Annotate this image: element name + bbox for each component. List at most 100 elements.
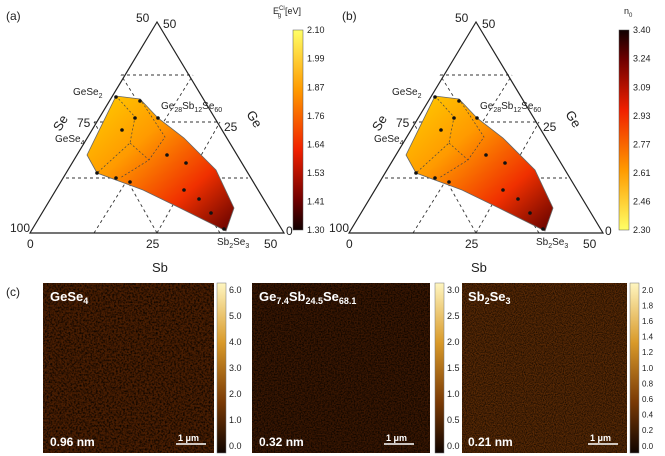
point bbox=[484, 153, 488, 157]
tick-apex-left: 50 bbox=[455, 11, 469, 25]
tick-left-corner: 100 bbox=[329, 221, 349, 235]
roughness-gese4: 0.96 nm bbox=[50, 435, 95, 449]
colorbar-tick-label: 2.5 bbox=[447, 311, 460, 321]
axis-label-sb: Sb bbox=[471, 260, 487, 275]
colorbar-tick-label: 2.77 bbox=[633, 139, 651, 149]
label-gese2: GeSe2 bbox=[392, 87, 422, 100]
afm-colorbar-ticks: 6.0 5.0 4.0 3.0 2.0 1.0 0.0 bbox=[229, 285, 242, 451]
colorbar-tick-label: 1.0 bbox=[447, 389, 460, 399]
tick-right-corner: 0 bbox=[605, 224, 612, 238]
point bbox=[528, 211, 532, 215]
point bbox=[114, 176, 118, 180]
colorbar-tick-label: 0.6 bbox=[642, 395, 654, 404]
tick-bottom-right: 50 bbox=[583, 237, 597, 251]
roughness-sb2se3: 0.21 nm bbox=[468, 435, 513, 449]
tick-bottom-right: 50 bbox=[264, 237, 278, 251]
colorbar-tick-label: 1.5 bbox=[447, 363, 460, 373]
point-gese4 bbox=[414, 171, 418, 175]
tick-bottom-left: 0 bbox=[346, 237, 353, 251]
point bbox=[501, 188, 505, 192]
axis-label-se: Se bbox=[369, 112, 390, 133]
point-sb2se3 bbox=[541, 227, 545, 231]
tick-left-mid: 75 bbox=[396, 116, 410, 130]
colorbar-tick-label: 1.0 bbox=[642, 364, 654, 373]
colorbar-tick-label: 0.8 bbox=[642, 379, 654, 388]
colorbar-tick-label: 3.0 bbox=[447, 285, 460, 295]
composition-points bbox=[414, 95, 545, 231]
composition-points bbox=[95, 95, 226, 231]
afm-image-gese4: GeSe4 0.96 nm 1 μm 6.0 5.0 4.0 3.0 2.0 1.0 0.0 bbox=[43, 282, 242, 454]
afm-title-gese4: GeSe4 bbox=[50, 289, 88, 306]
point bbox=[133, 116, 137, 120]
colorbar-tick-label: 1.99 bbox=[307, 54, 325, 64]
tick-apex-right: 50 bbox=[482, 17, 496, 31]
colorbar-tick-label: 2.0 bbox=[447, 337, 460, 347]
label-gese4: GeSe4 bbox=[374, 134, 404, 147]
afm-title-sb2se3: Sb2Se3 bbox=[468, 289, 511, 306]
colorbar-b-title: n0 bbox=[624, 6, 633, 19]
colorbar-tick-label: 4.0 bbox=[229, 337, 242, 347]
point bbox=[439, 128, 443, 132]
colorbar-tick-label: 2.93 bbox=[633, 111, 651, 121]
colorbar-a: ECl g [eV] 2.10 1.99 1.87 1.76 1.64 1.53 1.41 1.3… bbox=[273, 6, 325, 235]
point bbox=[209, 211, 213, 215]
point-ge28sb12se60 bbox=[457, 99, 461, 103]
colorbar-a-title: ECl g [eV] bbox=[273, 6, 301, 19]
composition-region bbox=[405, 95, 554, 232]
label-sb2se3: Sb2Se3 bbox=[217, 237, 249, 250]
point-gese2 bbox=[114, 95, 118, 99]
colorbar-tick-label: 3.09 bbox=[633, 82, 651, 92]
scale-bar-label: 1 μm bbox=[178, 433, 199, 443]
point bbox=[475, 116, 479, 120]
tick-right-mid: 25 bbox=[543, 120, 557, 134]
tick-apex-left: 50 bbox=[136, 11, 150, 25]
scale-bar-label: 1 μm bbox=[590, 433, 611, 443]
colorbar-tick-label: 5.0 bbox=[229, 311, 242, 321]
afm-colorbar-ticks: 2.0 1.8 1.6 1.4 1.2 1.0 0.8 0.6 0.4 0.2 0.0 bbox=[642, 286, 654, 451]
panel-a: (a) bbox=[6, 6, 325, 275]
colorbar-tick-label: 1.8 bbox=[642, 301, 654, 310]
panel-b-letter: (b) bbox=[342, 9, 357, 23]
label-gese2: GeSe2 bbox=[73, 87, 103, 100]
point bbox=[503, 161, 507, 165]
colorbar-tick-label: 1.2 bbox=[642, 348, 654, 357]
colorbar-a-ticks: 2.10 1.99 1.87 1.76 1.64 1.53 1.41 1.30 bbox=[307, 25, 325, 235]
tick-left-mid: 75 bbox=[77, 116, 91, 130]
colorbar-tick-label: 3.24 bbox=[633, 54, 651, 64]
colorbar-tick-label: 2.0 bbox=[642, 286, 654, 295]
axis-label-ge: Ge bbox=[243, 108, 265, 131]
point-ge28sb12se60 bbox=[138, 99, 142, 103]
colorbar-tick-label: 0.2 bbox=[642, 426, 654, 435]
panel-b: (b) bbox=[329, 6, 651, 275]
colorbar-tick-label: 1.6 bbox=[642, 317, 654, 326]
point-sb2se3 bbox=[222, 227, 226, 231]
colorbar-tick-label: 2.0 bbox=[229, 389, 242, 399]
point bbox=[184, 161, 188, 165]
colorbar-tick-label: 1.4 bbox=[642, 333, 654, 342]
colorbar-tick-label: 2.61 bbox=[633, 168, 651, 178]
ternary-frame bbox=[347, 20, 605, 234]
colorbar-tick-label: 2.10 bbox=[307, 25, 325, 35]
colorbar-tick-label: 6.0 bbox=[229, 285, 242, 295]
point bbox=[452, 116, 456, 120]
label-ge28sb12se60: Ge28Sb12Se60 bbox=[161, 101, 222, 114]
afm-title-ge7sb24se68: Ge7.4Sb24.5Se68.1 bbox=[259, 289, 356, 306]
tick-bottom-mid: 25 bbox=[465, 237, 479, 251]
composition-region bbox=[86, 95, 235, 232]
afm-image-ge7sb24se68: Ge7.4Sb24.5Se68.1 0.32 nm 1 μm 3.0 2.5 2.0… bbox=[252, 282, 460, 454]
colorbar-tick-label: 1.30 bbox=[307, 225, 325, 235]
point bbox=[165, 153, 169, 157]
point-gese2 bbox=[433, 95, 437, 99]
colorbar-tick-label: 0.0 bbox=[642, 442, 654, 451]
tick-right-corner: 0 bbox=[286, 224, 293, 238]
afm-colorbar-ticks: 3.0 2.5 2.0 1.5 1.0 0.5 0.0 bbox=[447, 285, 460, 451]
point bbox=[182, 188, 186, 192]
colorbar-tick-label: 1.41 bbox=[307, 197, 325, 207]
point bbox=[433, 176, 437, 180]
colorbar-tick-label: 1.87 bbox=[307, 82, 325, 92]
scale-bar-label: 1 μm bbox=[386, 433, 407, 443]
tick-apex-right: 50 bbox=[163, 17, 177, 31]
point bbox=[156, 116, 160, 120]
colorbar-tick-label: 2.30 bbox=[633, 225, 651, 235]
